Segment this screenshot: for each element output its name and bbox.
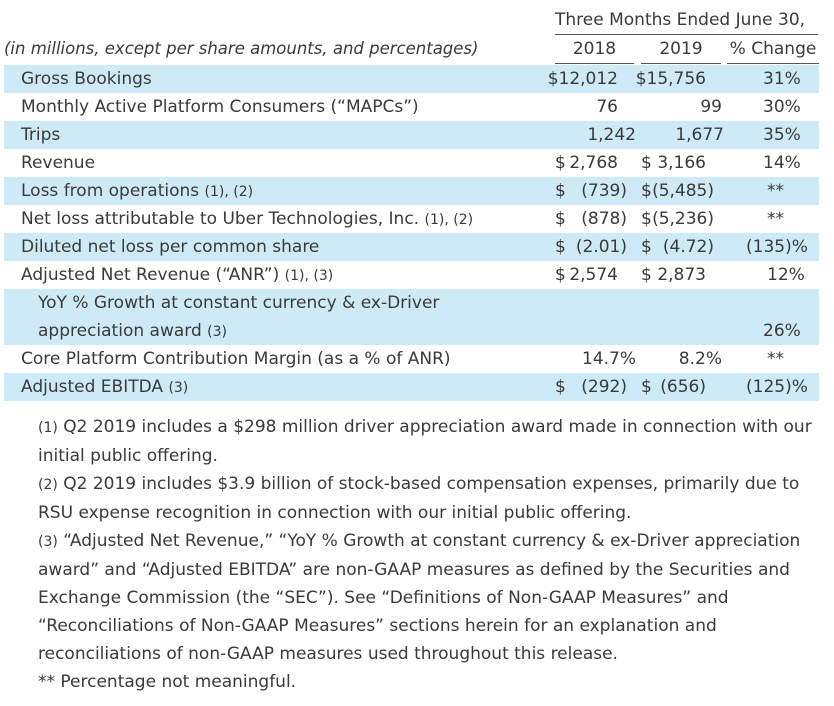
currency-symbol-2018: $ — [555, 153, 566, 173]
table-row-yoy-growth: YoY % Growth at constant currency & ex-D… — [4, 289, 819, 345]
row-label: Diluted net loss per common share — [21, 237, 320, 257]
footnote-1: (1) Q2 2019 includes a $298 million driv… — [38, 413, 818, 470]
row-label-text: Adjusted Net Revenue (“ANR”) — [21, 265, 280, 285]
footnote-text: Q2 2019 includes a $298 million driver a… — [38, 417, 812, 466]
value-2018: 14.7% — [581, 349, 636, 369]
change-value: ** — [767, 209, 784, 229]
currency-symbol-2018: $ — [555, 237, 566, 257]
change-value: 31% — [763, 69, 801, 89]
value-2018: 2,768 — [569, 153, 618, 173]
currency-symbol-2018: $ — [555, 209, 566, 229]
currency-symbol-2018: $ — [555, 265, 566, 285]
currency-symbol-2019: $ — [641, 377, 652, 397]
table-row-trips: Trips 1,242 1,677 35% — [4, 121, 819, 149]
footnote-mark: (2) — [38, 477, 58, 493]
change-value: (125)% — [746, 377, 808, 397]
change-value: (135)% — [746, 237, 808, 257]
value-2018: 2,574 — [569, 265, 618, 285]
value-2018: $12,012 — [547, 69, 618, 89]
change-value: 26% — [763, 321, 801, 341]
change-value: 12% — [767, 265, 805, 285]
row-label: Loss from operations (1), (2) — [21, 180, 253, 203]
change-value: ** — [767, 349, 784, 369]
value-2019: (4.72) — [662, 237, 714, 257]
footnote-not-meaningful: ** Percentage not meaningful. — [38, 668, 818, 696]
footnote-text: Q2 2019 includes $3.9 billion of stock-b… — [38, 474, 800, 523]
currency-symbol-2019: $ — [641, 181, 652, 201]
row-label: Monthly Active Platform Consumers (“MAPC… — [21, 97, 419, 117]
currency-symbol-2019: $ — [641, 209, 652, 229]
table-row-net-loss: Net loss attributable to Uber Technologi… — [4, 205, 819, 233]
footnote-mark: ** — [38, 672, 55, 692]
row-label: Gross Bookings — [21, 69, 152, 89]
footnote-ref: (3) — [207, 324, 227, 340]
underline-2018 — [555, 63, 634, 64]
row-label: Net loss attributable to Uber Technologi… — [21, 208, 473, 231]
footnote-2: (2) Q2 2019 includes $3.9 billion of sto… — [38, 470, 818, 527]
table-row-mapcs: Monthly Active Platform Consumers (“MAPC… — [4, 93, 819, 121]
table-row-core-margin: Core Platform Contribution Margin (as a … — [4, 345, 819, 373]
value-2019: (656) — [660, 377, 706, 397]
currency-symbol-2019: $ — [641, 265, 652, 285]
footnote-text: Percentage not meaningful. — [60, 672, 297, 692]
footnote-text: “Adjusted Net Revenue,” “YoY % Growth at… — [38, 531, 801, 664]
value-2019: (5,236) — [652, 209, 714, 229]
row-label-text: appreciation award — [38, 321, 202, 341]
table-row-revenue: Revenue $ 2,768 $ 3,166 14% — [4, 149, 819, 177]
table-row-adjusted-ebitda: Adjusted EBITDA (3) $ (292) $ (656) (125… — [4, 373, 819, 401]
row-label-line2: appreciation award (3) — [38, 320, 227, 343]
col-header-2018: 2018 — [572, 39, 617, 59]
footnote-ref: (3) — [168, 380, 189, 396]
value-2019: 2,873 — [657, 265, 706, 285]
change-value: 14% — [763, 153, 801, 173]
footnote-ref: (1), (3) — [284, 268, 334, 284]
table-row-anr: Adjusted Net Revenue (“ANR”) (1), (3) $ … — [4, 261, 819, 289]
col-header-change: % Change — [729, 39, 817, 59]
value-2018: 1,242 — [587, 125, 636, 145]
change-value: 30% — [763, 97, 801, 117]
row-label: Trips — [21, 125, 61, 145]
value-2018: (292) — [581, 377, 627, 397]
currency-symbol-2018: $ — [555, 377, 566, 397]
value-2018: 76 — [596, 97, 618, 117]
footnote-mark: (1) — [38, 420, 58, 436]
underline-change — [727, 63, 819, 64]
table-row-gross-bookings: Gross Bookings $12,012 $15,756 31% — [4, 65, 819, 93]
row-label-text: Adjusted EBITDA — [21, 377, 164, 397]
footnotes: (1) Q2 2019 includes a $298 million driv… — [38, 413, 818, 696]
period-header: Three Months Ended June 30, — [555, 10, 806, 30]
value-2019: (5,485) — [652, 181, 714, 201]
col-header-2019: 2019 — [659, 39, 703, 59]
value-2018: (739) — [581, 181, 627, 201]
footnote-ref: (1), (2) — [424, 212, 474, 228]
footnote-mark: (3) — [38, 534, 58, 550]
row-label: Adjusted EBITDA (3) — [21, 376, 188, 399]
row-label: Adjusted Net Revenue (“ANR”) (1), (3) — [21, 264, 333, 287]
row-label-line1: YoY % Growth at constant currency & ex-D… — [38, 293, 440, 313]
currency-symbol-2019: $ — [641, 153, 652, 173]
value-2019: $15,756 — [635, 69, 706, 89]
row-label-text: Net loss attributable to Uber Technologi… — [21, 209, 420, 229]
row-label: Revenue — [21, 153, 96, 173]
table-row-diluted-eps: Diluted net loss per common share $ (2.0… — [4, 233, 819, 261]
footnote-3: (3) “Adjusted Net Revenue,” “YoY % Growt… — [38, 527, 818, 668]
value-2019: 99 — [700, 97, 722, 117]
value-2019: 3,166 — [657, 153, 706, 173]
change-value: ** — [767, 181, 784, 201]
value-2019: 1,677 — [675, 125, 724, 145]
row-label: Core Platform Contribution Margin (as a … — [21, 349, 451, 369]
value-2019: 8.2% — [678, 349, 722, 369]
currency-symbol-2019: $ — [641, 237, 652, 257]
units-note: (in millions, except per share amounts, … — [4, 39, 479, 58]
currency-symbol-2018: $ — [555, 181, 566, 201]
value-2018: (2.01) — [575, 237, 627, 257]
value-2018: (878) — [581, 209, 627, 229]
footnote-ref: (1), (2) — [204, 184, 254, 200]
underline-2019 — [641, 63, 721, 64]
table-row-loss-from-operations: Loss from operations (1), (2) $ (739) $ … — [4, 177, 819, 205]
row-label-text: Loss from operations — [21, 181, 200, 201]
change-value: 35% — [763, 125, 801, 145]
period-underline — [555, 34, 818, 35]
